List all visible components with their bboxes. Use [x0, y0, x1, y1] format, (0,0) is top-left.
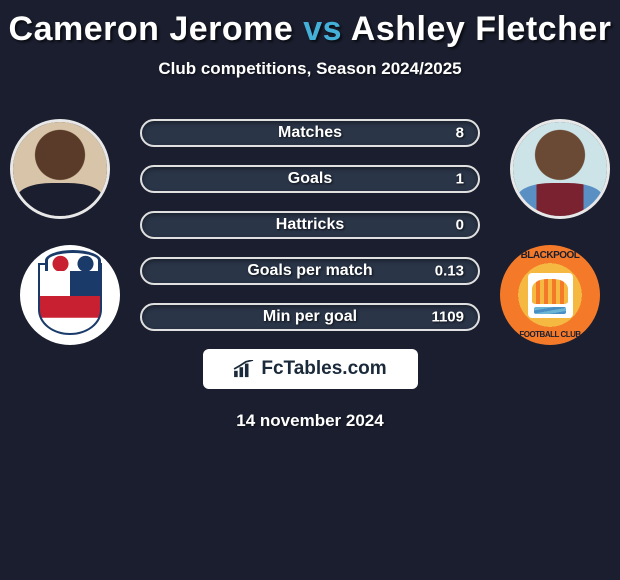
brand-box: FcTables.com: [203, 349, 418, 389]
stat-bar: Hattricks 0: [140, 211, 480, 239]
stat-bar: Goals per match 0.13: [140, 257, 480, 285]
stat-label: Hattricks: [276, 216, 344, 234]
stat-value: 0.13: [435, 263, 464, 280]
stat-bar: Matches 8: [140, 119, 480, 147]
player2-club-crest: BLACKPOOL FOOTBALL CLUB: [500, 245, 600, 345]
player1-portrait: [10, 119, 110, 219]
crest-right-bottom-text: FOOTBALL CLUB: [500, 330, 600, 339]
stat-label: Min per goal: [263, 308, 357, 326]
content-area: BLACKPOOL FOOTBALL CLUB Matches 8 Goals …: [0, 119, 620, 431]
brand-bars-icon: [233, 360, 255, 378]
player1-club-crest: [20, 245, 120, 345]
subtitle: Club competitions, Season 2024/2025: [0, 59, 620, 79]
vs-text: vs: [303, 10, 342, 48]
crest-right-top-text: BLACKPOOL: [500, 250, 600, 261]
stat-bar: Min per goal 1109: [140, 303, 480, 331]
stat-value: 0: [456, 217, 464, 234]
stat-value: 8: [456, 125, 464, 142]
stat-label: Goals per match: [247, 262, 372, 280]
stat-bars: Matches 8 Goals 1 Hattricks 0 Goals per …: [140, 119, 480, 331]
stat-value: 1109: [431, 309, 464, 326]
date-text: 14 november 2024: [0, 411, 620, 431]
stat-value: 1: [456, 171, 464, 188]
player2-name: Ashley Fletcher: [351, 10, 612, 48]
stat-bar: Goals 1: [140, 165, 480, 193]
player2-portrait: [510, 119, 610, 219]
stat-label: Goals: [288, 170, 332, 188]
stat-label: Matches: [278, 124, 342, 142]
player1-name: Cameron Jerome: [9, 10, 294, 48]
brand-text: FcTables.com: [261, 358, 386, 380]
comparison-title: Cameron Jerome vs Ashley Fletcher: [0, 0, 620, 49]
